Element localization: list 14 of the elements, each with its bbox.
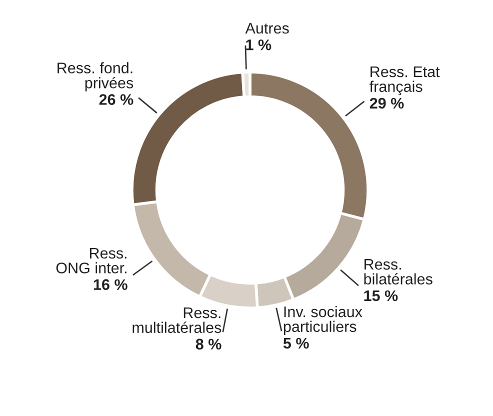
slice-label: Ress. Etat français [370,66,440,96]
slice-label: Ress. multilatérales [132,308,222,333]
slice-label: Ress. fond. privées [58,62,134,92]
slice-label: Autres [245,22,289,34]
slice-label: Ress. ONG inter. [56,248,126,274]
data-label: 29 % [370,98,404,109]
data-label: 5 % [283,338,309,349]
data-label: 26 % [99,94,134,105]
data-label: 8 % [196,338,222,350]
data-label: 16 % [94,279,128,290]
data-label: 1 % [246,39,272,50]
data-label: 15 % [364,290,398,302]
slice-label: Inv. sociaux particuliers [284,306,362,336]
slice-label: Ress. bilatérales [364,259,432,285]
